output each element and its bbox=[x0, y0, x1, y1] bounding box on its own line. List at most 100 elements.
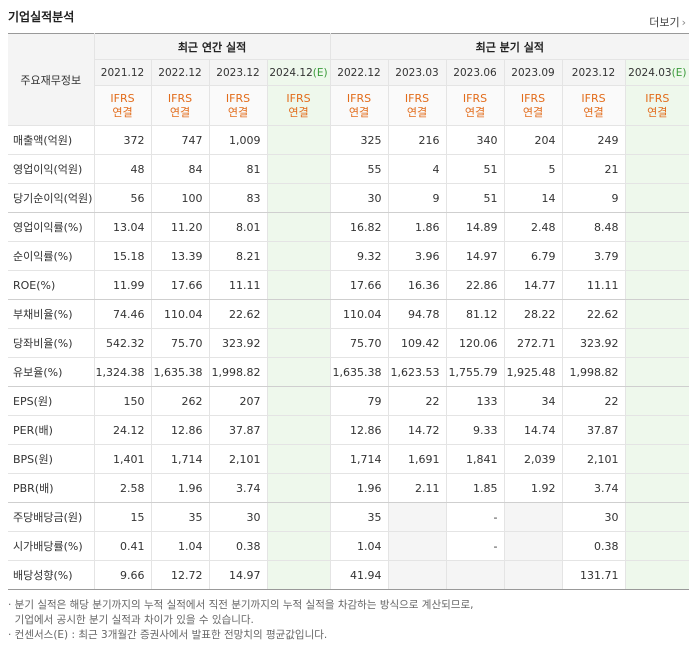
annual-value: 2,101 bbox=[208, 444, 268, 474]
metric-label: 유보율(%) bbox=[8, 357, 95, 387]
quarter-value: 75.70 bbox=[329, 328, 389, 358]
annual-value bbox=[266, 125, 331, 155]
quarter-value: 249 bbox=[561, 125, 626, 155]
annual-accounting-standard-3: IFRS 연결 bbox=[266, 85, 331, 126]
footnote-3: · 컨센서스(E) : 최근 3개월간 증권사에서 발표한 전망치의 평균값입니… bbox=[8, 629, 328, 641]
annual-value: 8.21 bbox=[208, 241, 268, 271]
annual-accounting-standard-1: IFRS 연결 bbox=[150, 85, 210, 126]
more-link[interactable]: 더보기 › bbox=[649, 14, 686, 30]
quarter-value: 1.04 bbox=[329, 531, 389, 561]
annual-value: 1.96 bbox=[150, 473, 210, 503]
quarter-value: 1,755.79 bbox=[445, 357, 505, 387]
quarter-period-3: 2023.09 bbox=[503, 59, 563, 86]
quarter-value: - bbox=[445, 502, 505, 532]
annual-period-0: 2021.12 bbox=[94, 59, 152, 86]
section-title: 기업실적분석 bbox=[8, 10, 75, 24]
quarter-value: 94.78 bbox=[387, 299, 447, 329]
standard-consolidated: 연결 bbox=[464, 105, 486, 119]
quarter-value bbox=[624, 444, 690, 474]
table-row: 당기순이익(억원) 56 100 83 30 9 51 14 9 bbox=[8, 183, 690, 213]
metric-label: 영업이익(억원) bbox=[8, 154, 95, 184]
quarter-period-0: 2022.12 bbox=[329, 59, 389, 86]
annual-value: 11.99 bbox=[93, 270, 152, 300]
quarter-value bbox=[503, 560, 563, 590]
annual-value: 74.46 bbox=[93, 299, 152, 329]
standard-ifrs: IFRS bbox=[404, 91, 430, 105]
annual-value: 0.41 bbox=[93, 531, 152, 561]
quarter-value bbox=[624, 415, 690, 445]
quarter-value: 1,841 bbox=[445, 444, 505, 474]
table-row: 부채비율(%) 74.46 110.04 22.62 110.04 94.78 81.12 2… bbox=[8, 299, 690, 329]
annual-value: 1,401 bbox=[93, 444, 152, 474]
quarter-value: 21 bbox=[561, 154, 626, 184]
quarter-value: 9.33 bbox=[445, 415, 505, 445]
annual-value bbox=[266, 241, 331, 271]
annual-accounting-standard-0: IFRS 연결 bbox=[94, 85, 152, 126]
table-row: EPS(원) 150 262 207 79 22 133 34 22 bbox=[8, 386, 690, 416]
quarter-value bbox=[624, 270, 690, 300]
metric-label: 당기순이익(억원) bbox=[8, 183, 95, 213]
quarter-value: 1,623.53 bbox=[387, 357, 447, 387]
standard-ifrs: IFRS bbox=[645, 91, 670, 105]
table-row: 영업이익(억원) 48 84 81 55 4 51 5 21 bbox=[8, 154, 690, 184]
annual-value: 81 bbox=[208, 154, 268, 184]
table-row: PBR(배) 2.58 1.96 3.74 1.96 2.11 1.85 1.92 3.74 bbox=[8, 473, 690, 503]
annual-value: 323.92 bbox=[208, 328, 268, 358]
annual-value: 17.66 bbox=[150, 270, 210, 300]
quarter-value: 110.04 bbox=[329, 299, 389, 329]
standard-ifrs: IFRS bbox=[167, 91, 193, 105]
standard-ifrs: IFRS bbox=[110, 91, 135, 105]
annual-value: 1,714 bbox=[150, 444, 210, 474]
annual-value: 22.62 bbox=[208, 299, 268, 329]
annual-value: 37.87 bbox=[208, 415, 268, 445]
annual-value: 747 bbox=[150, 125, 210, 155]
quarter-value: 204 bbox=[503, 125, 563, 155]
annual-value: 1,009 bbox=[208, 125, 268, 155]
quarter-period-1: 2023.03 bbox=[387, 59, 447, 86]
quarter-value: 1,714 bbox=[329, 444, 389, 474]
annual-value bbox=[266, 560, 331, 590]
annual-value: 542.32 bbox=[93, 328, 152, 358]
quarter-accounting-standard-1: IFRS 연결 bbox=[387, 85, 447, 126]
quarter-value: 2,101 bbox=[561, 444, 626, 474]
quarter-value: 4 bbox=[387, 154, 447, 184]
quarter-value: 41.94 bbox=[329, 560, 389, 590]
quarter-value bbox=[503, 531, 563, 561]
standard-consolidated: 연결 bbox=[169, 105, 191, 119]
quarter-value bbox=[387, 502, 447, 532]
quarter-value: 14.74 bbox=[503, 415, 563, 445]
table-row: 매출액(억원) 372 747 1,009 325 216 340 204 249 bbox=[8, 125, 690, 155]
annual-value: 24.12 bbox=[93, 415, 152, 445]
quarter-value: 0.38 bbox=[561, 531, 626, 561]
quarter-value bbox=[503, 502, 563, 532]
quarter-value bbox=[624, 502, 690, 532]
table-row: 유보율(%) 1,324.38 1,635.38 1,998.82 1,635.38 1,… bbox=[8, 357, 690, 387]
quarter-value: 14 bbox=[503, 183, 563, 213]
quarter-value: 16.36 bbox=[387, 270, 447, 300]
table-row: 주당배당금(원) 15 35 30 35-30 bbox=[8, 502, 690, 532]
metric-label: 영업이익률(%) bbox=[8, 212, 95, 242]
quarter-value: 340 bbox=[445, 125, 505, 155]
quarter-value: 1,691 bbox=[387, 444, 447, 474]
table-row: PER(배) 24.12 12.86 37.87 12.86 14.72 9.33 14.74… bbox=[8, 415, 690, 445]
quarter-value: 1,925.48 bbox=[503, 357, 563, 387]
standard-ifrs: IFRS bbox=[462, 91, 488, 105]
quarter-value: 2.11 bbox=[387, 473, 447, 503]
quarter-value bbox=[624, 328, 690, 358]
quarter-value bbox=[624, 212, 690, 242]
annual-value: 13.04 bbox=[93, 212, 152, 242]
quarter-value: 3.79 bbox=[561, 241, 626, 271]
quarter-value: 1.85 bbox=[445, 473, 505, 503]
quarter-value: 14.77 bbox=[503, 270, 563, 300]
table-row: 당좌비율(%) 542.32 75.70 323.92 75.70 109.42 120.0… bbox=[8, 328, 690, 358]
standard-consolidated: 연결 bbox=[522, 105, 544, 119]
table-row: 시가배당률(%) 0.41 1.04 0.38 1.04-0.38 bbox=[8, 531, 690, 561]
table-row: ROE(%) 11.99 17.66 11.11 17.66 16.36 22.86 14.7… bbox=[8, 270, 690, 300]
annual-value: 30 bbox=[208, 502, 268, 532]
chevron-right-icon: › bbox=[681, 16, 686, 29]
annual-value bbox=[266, 502, 331, 532]
quarter-value: 30 bbox=[561, 502, 626, 532]
quarter-value: 35 bbox=[329, 502, 389, 532]
standard-ifrs: IFRS bbox=[286, 91, 311, 105]
quarter-value: 6.79 bbox=[503, 241, 563, 271]
